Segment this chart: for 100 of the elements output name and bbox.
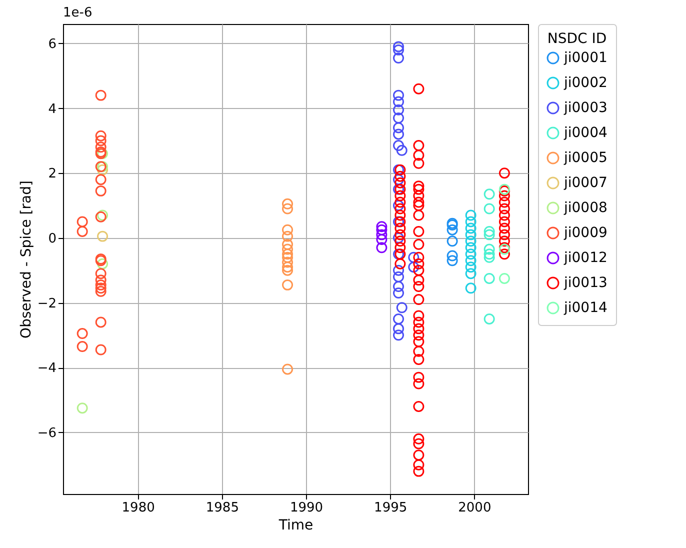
y-tick-label: 0 [48,231,56,246]
point [394,170,406,182]
point [394,229,406,240]
point [282,264,294,276]
point [484,229,495,240]
point [413,238,424,250]
point [465,242,476,254]
point [95,185,106,196]
text: 1e-6 [63,6,92,20]
legend-title: NSDC ID [547,31,607,47]
point [376,234,388,246]
point [465,262,476,273]
legend-label: ji0002 [563,75,608,91]
point [413,336,424,348]
point [393,112,404,124]
point [413,180,424,192]
point [76,226,88,237]
point [393,232,404,244]
point [413,190,424,202]
point [393,128,404,140]
point [95,130,106,142]
point [408,252,420,263]
x-tick-label: 1980 [122,500,155,516]
point [498,203,510,214]
point [393,281,404,292]
point [484,248,495,260]
point [393,44,404,56]
point [465,236,476,247]
point [413,252,424,263]
point [413,310,424,322]
point [413,258,424,270]
point [498,229,510,240]
point [465,229,476,240]
point [465,210,476,221]
point [393,41,404,52]
legend-label: ji0012 [563,250,608,266]
point [393,90,404,101]
point [465,248,476,260]
point [413,210,424,221]
point [95,174,106,186]
point [393,271,404,282]
point [282,224,294,236]
point [413,281,424,292]
point [95,90,106,101]
y-tick-label: −4 [37,361,56,376]
point [95,279,106,290]
point [413,323,424,334]
point [97,164,108,176]
point [393,96,404,108]
point [282,262,294,273]
point [394,258,406,270]
point [413,466,424,477]
legend-label: ji0003 [563,100,608,116]
point [413,330,424,341]
point [95,286,106,297]
point [282,238,294,250]
point [396,302,408,314]
point [413,316,424,328]
point [465,282,476,294]
point [413,140,424,152]
point [413,401,424,412]
point [393,264,404,276]
point [282,256,294,268]
legend-label: ji0008 [563,200,608,216]
point [393,330,404,341]
point [413,226,424,237]
point [465,268,476,280]
y-tick-label: −6 [37,426,56,441]
legend-label: ji0001 [563,50,608,66]
point [282,203,294,214]
point [484,226,495,237]
legend-label: ji0007 [563,175,608,191]
point [376,221,388,232]
point [498,216,510,228]
point [95,135,106,146]
point [413,378,424,390]
legend-label: ji0014 [563,300,608,316]
point [376,224,388,236]
point [396,144,408,156]
point [413,83,424,94]
y-tick-label: 2 [48,166,56,182]
point [393,104,404,116]
point [498,210,510,221]
point [498,248,510,260]
point [484,244,495,255]
point [282,279,294,290]
point [393,140,404,152]
point [484,272,495,284]
point [393,288,404,299]
point [498,168,510,179]
point [498,222,510,234]
point [446,236,458,247]
point [413,433,424,444]
point [393,323,404,334]
point [95,142,106,153]
point [465,255,476,266]
y-axis-title: Observed - Spice [rad] [18,180,34,338]
point [76,216,88,228]
point [393,174,404,186]
legend-label: ji0013 [563,275,608,291]
